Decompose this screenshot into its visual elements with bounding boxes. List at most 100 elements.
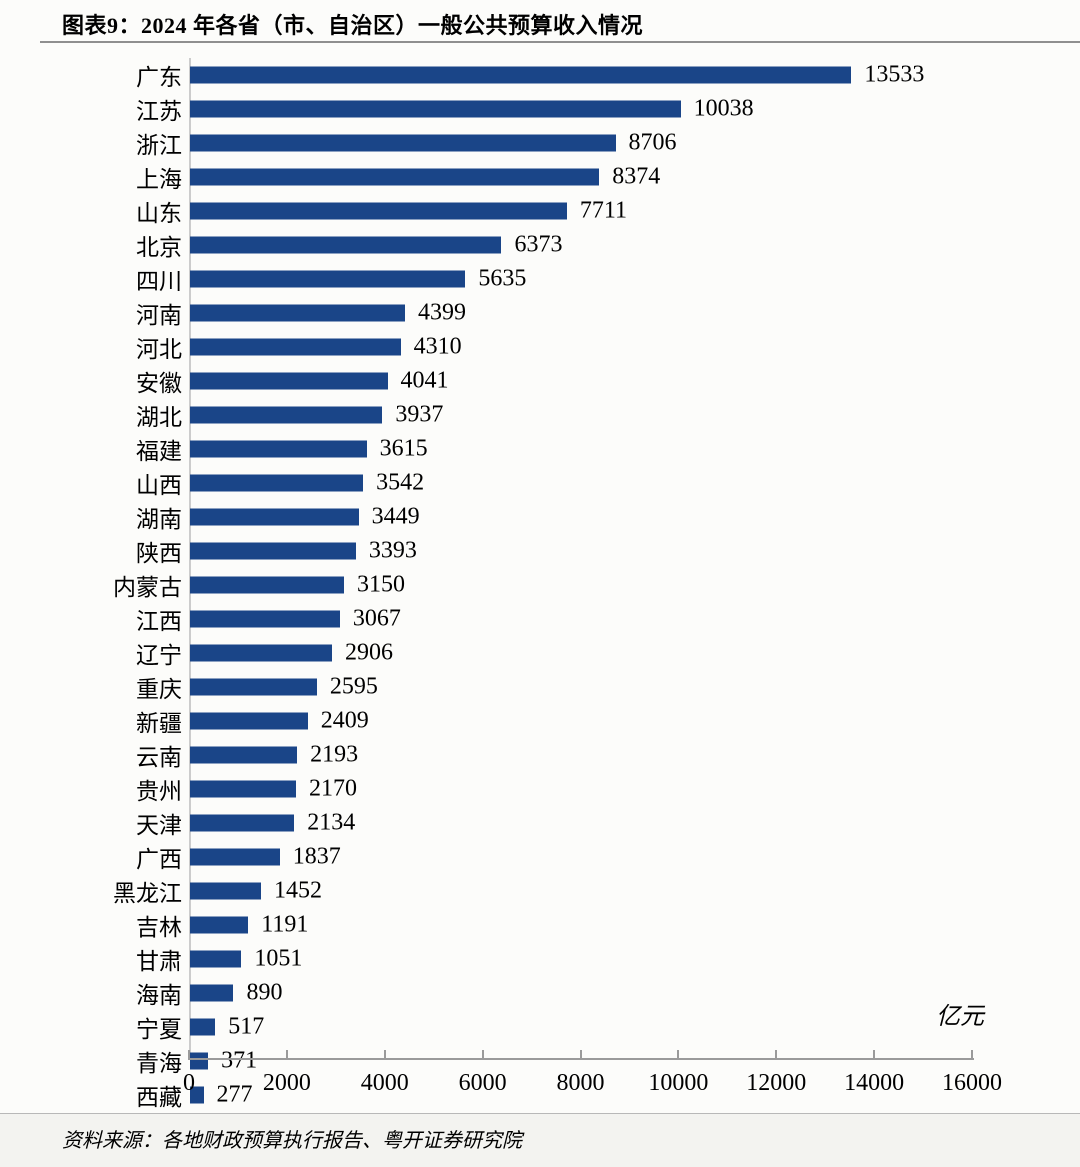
bar-track: 4399 [190, 296, 972, 330]
bar-track: 3393 [190, 534, 972, 568]
axis-tick-label: 0 [183, 1070, 195, 1096]
category-label: 湖北 [136, 405, 182, 430]
axis-tick-label: 2000 [262, 1070, 311, 1096]
axis-tick-label: 8000 [556, 1070, 605, 1096]
value-label: 1452 [273, 877, 322, 904]
category-label: 四川 [136, 269, 182, 294]
bar-track: 5635 [190, 262, 972, 296]
bar [190, 236, 502, 254]
bar-row: 四川 5635 [0, 262, 1080, 296]
bar-track: 1837 [190, 840, 972, 874]
category-label: 海南 [136, 983, 182, 1008]
bar-row: 西藏 277 [0, 1078, 1080, 1112]
bar-row: 辽宁 2906 [0, 636, 1080, 670]
bar [190, 474, 364, 492]
bar-row: 甘肃 1051 [0, 942, 1080, 976]
bar-row: 吉林 1191 [0, 908, 1080, 942]
bar [190, 202, 567, 220]
bar-row: 重庆 2595 [0, 670, 1080, 704]
x-axis-line [188, 1058, 974, 1060]
value-label: 3937 [395, 401, 444, 428]
bar [190, 338, 401, 356]
bar-row: 湖南 3449 [0, 500, 1080, 534]
category-label: 内蒙古 [113, 575, 182, 600]
axis-tick-label: 14000 [844, 1070, 905, 1096]
category-label: 湖南 [136, 507, 182, 532]
bar [190, 882, 261, 900]
value-label: 1837 [292, 843, 341, 870]
x-axis-ticks [188, 1050, 973, 1058]
value-label: 10038 [693, 95, 754, 122]
bar-track: 3449 [190, 500, 972, 534]
bar-track: 2595 [190, 670, 972, 704]
value-label: 2134 [307, 809, 356, 836]
axis-tick [579, 1050, 582, 1058]
bar [190, 814, 295, 832]
chart-title: 图表9：2024 年各省（市、自治区）一般公共预算收入情况 [62, 13, 644, 38]
category-label: 广东 [136, 65, 182, 90]
bar-row: 北京 6373 [0, 228, 1080, 262]
bar-row: 安徽 4041 [0, 364, 1080, 398]
bar [190, 406, 383, 424]
axis-tick-label: 12000 [746, 1070, 807, 1096]
bar [190, 644, 333, 662]
bar-row: 云南 2193 [0, 738, 1080, 772]
value-label: 3615 [379, 435, 428, 462]
axis-tick [677, 1050, 680, 1058]
bar-track: 1191 [190, 908, 972, 942]
bar-row: 湖北 3937 [0, 398, 1080, 432]
category-label: 重庆 [136, 677, 182, 702]
bar-track: 3150 [190, 568, 972, 602]
value-label: 3393 [368, 537, 417, 564]
value-label: 3542 [376, 469, 425, 496]
bar-track: 3937 [190, 398, 972, 432]
axis-tick [481, 1050, 484, 1058]
category-label: 北京 [136, 235, 182, 260]
value-label: 2193 [310, 741, 359, 768]
value-label: 4041 [400, 367, 449, 394]
value-label: 8374 [612, 163, 661, 190]
axis-tick-label: 16000 [942, 1070, 1002, 1096]
category-label: 安徽 [136, 371, 182, 396]
bar-track: 3542 [190, 466, 972, 500]
bar-track: 3067 [190, 602, 972, 636]
value-label: 4399 [418, 299, 466, 326]
bar-row: 天津 2134 [0, 806, 1080, 840]
category-label: 西藏 [136, 1085, 182, 1110]
bar-row: 河北 4310 [0, 330, 1080, 364]
source-text: 资料来源：各地财政预算执行报告、粤开证券研究院 [62, 1130, 522, 1152]
value-label: 4310 [413, 333, 462, 360]
bar [190, 780, 297, 798]
bar [190, 100, 681, 118]
value-label: 13533 [864, 61, 925, 88]
bar-chart: 广东 13533 江苏 10038 浙江 8706 上海 8374 山东 7711 北京 6373 四川… [0, 58, 1080, 1118]
bar-track: 4310 [190, 330, 972, 364]
value-label: 2595 [329, 673, 378, 700]
bar-track: 517 [190, 1010, 972, 1044]
category-label: 贵州 [136, 779, 182, 804]
value-label: 1051 [254, 945, 303, 972]
bar-track: 10038 [190, 92, 972, 126]
category-label: 黑龙江 [113, 881, 182, 906]
bar-row: 陕西 3393 [0, 534, 1080, 568]
value-label: 277 [216, 1081, 253, 1108]
bar-row: 山东 7711 [0, 194, 1080, 228]
bar-track: 1452 [190, 874, 972, 908]
axis-tick [188, 1050, 190, 1058]
category-label: 江西 [136, 609, 182, 634]
footer-bar: 资料来源：各地财政预算执行报告、粤开证券研究院 [0, 1113, 1080, 1167]
bar-row: 贵州 2170 [0, 772, 1080, 806]
bar [190, 848, 280, 866]
bar-track: 2409 [190, 704, 972, 738]
axis-tick-label: 6000 [458, 1070, 507, 1096]
value-label: 8706 [628, 129, 677, 156]
value-label: 3150 [356, 571, 405, 598]
category-label: 山东 [136, 201, 182, 226]
axis-tick-label: 4000 [360, 1070, 409, 1096]
bar [190, 576, 344, 594]
category-label: 云南 [136, 745, 182, 770]
bar [190, 610, 340, 628]
bar-track: 277 [190, 1078, 972, 1112]
bar [190, 1052, 209, 1070]
bar-row: 新疆 2409 [0, 704, 1080, 738]
